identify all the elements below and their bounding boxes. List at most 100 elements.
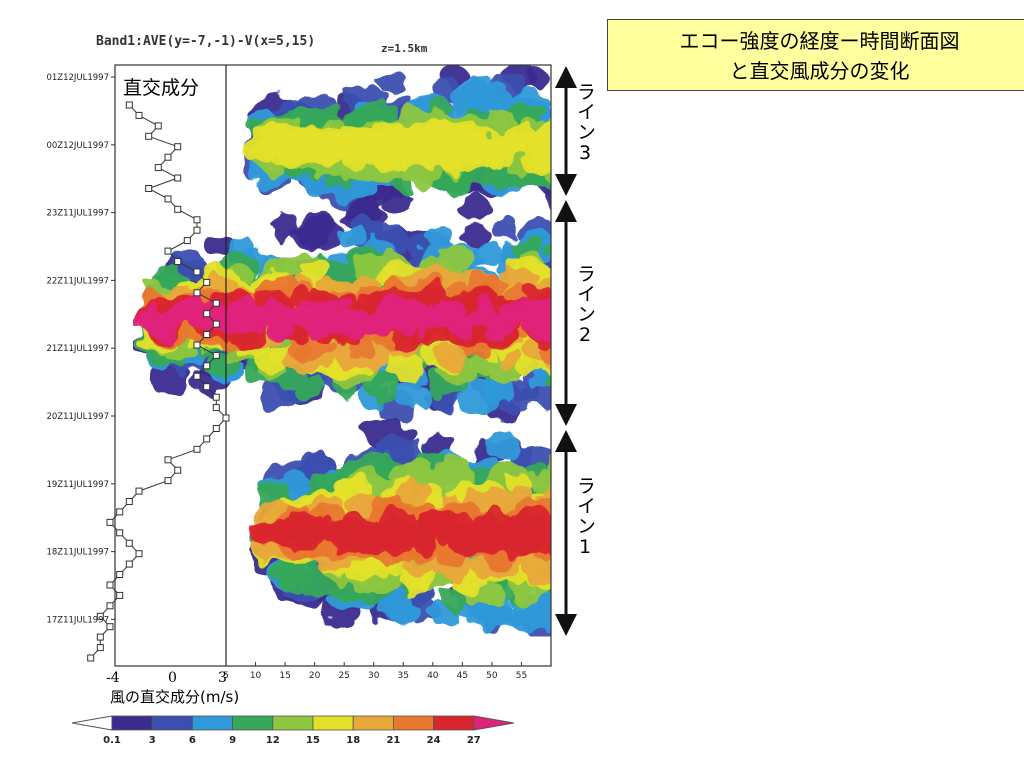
lon-tick-label: 55 — [516, 671, 527, 681]
lon-tick-label: 25 — [338, 671, 349, 681]
echo-cell-level-5 — [507, 121, 540, 146]
echo-cell-level-2 — [509, 606, 543, 632]
colorbar-tick-label: 9 — [229, 735, 236, 746]
echo-cell-level-3 — [449, 176, 474, 195]
echo-cell-level-8 — [548, 542, 551, 552]
wind-profile-point — [193, 445, 201, 453]
echo-cell-level-8 — [266, 518, 293, 539]
echo-cell-level-5 — [337, 138, 369, 163]
echo-cell-level-5 — [383, 131, 415, 155]
wind-profile-point — [106, 518, 114, 526]
wind-profile-point — [164, 153, 172, 161]
line-3-arrow-head-bottom — [555, 174, 577, 196]
echo-cell-level-0 — [301, 212, 338, 241]
wind-profile-point — [222, 414, 230, 422]
echo-cell-level-9 — [374, 309, 388, 320]
colorbar-swatch — [111, 715, 153, 731]
echo-cell-level-9 — [448, 303, 465, 316]
echo-cell-level-8 — [334, 516, 351, 529]
echo-cell-level-8 — [417, 513, 434, 526]
time-tick-label: 23Z11JUL1997 — [46, 209, 109, 219]
colorbar-tick-label: 21 — [386, 735, 400, 746]
echo-cell-level-6 — [547, 348, 551, 365]
wind-profile-point — [106, 581, 114, 589]
lon-tick-label: 20 — [309, 671, 321, 681]
echo-cell-level-0 — [560, 242, 589, 265]
wind-profile-point — [183, 237, 191, 245]
line-label-1-num: 1 — [574, 536, 596, 559]
time-tick-label: 21Z11JUL1997 — [46, 344, 109, 354]
wind-profile-point — [203, 278, 211, 286]
echo-cell-level-0 — [540, 184, 551, 214]
echo-cell-level-5 — [550, 314, 551, 319]
echo-cell-level-6 — [522, 558, 551, 585]
wind-profile-point — [203, 383, 211, 391]
echo-cell-level-5 — [412, 145, 442, 168]
line-arrows — [555, 66, 577, 636]
line-label-2-num: 2 — [574, 324, 596, 347]
line-label-2-text: ライン — [574, 264, 596, 324]
echo-cell-level-9 — [475, 308, 504, 331]
colorbar-tick-label: 6 — [189, 735, 196, 746]
wind-profile-point — [193, 226, 201, 234]
time-tick-label: 19Z11JUL1997 — [46, 480, 109, 490]
echo-cell-level-6 — [502, 352, 520, 366]
line-label-3: ライン3 — [570, 82, 596, 165]
echo-cell-level-9 — [455, 317, 469, 327]
wind-profile-point — [125, 498, 133, 505]
wind-profile-point — [174, 143, 182, 151]
echo-cell-level-5 — [258, 129, 285, 150]
wind-profile-point — [154, 122, 162, 130]
echo-heatmap — [133, 65, 607, 637]
wind-profile-point — [116, 591, 124, 599]
lon-tick-label: 50 — [486, 671, 498, 681]
colorbar-swatch — [312, 715, 354, 731]
wind-profile-point — [203, 310, 211, 318]
wind-profile-point — [174, 466, 182, 474]
time-tick-label: 18Z11JUL1997 — [46, 548, 109, 558]
lon-tick-label: 45 — [457, 671, 468, 681]
echo-cell-level-6 — [439, 344, 469, 367]
echo-cell-level-5 — [440, 122, 476, 150]
wind-profile-point — [145, 132, 153, 140]
colorbar-swatch — [232, 715, 274, 731]
wind-profile-point — [164, 247, 172, 255]
echo-cell-level-3 — [440, 591, 467, 612]
echo-cell-level-8 — [388, 524, 422, 550]
wind-profile-point — [193, 216, 201, 224]
echo-cell-level-4 — [559, 358, 592, 383]
echo-cell-level-4 — [567, 559, 607, 590]
lon-tick-label: 30 — [368, 671, 380, 681]
wind-profile — [87, 101, 230, 662]
wind-profile-point — [125, 101, 133, 109]
echo-cell-level-1 — [550, 574, 551, 581]
echo-cell-level-0 — [523, 65, 551, 87]
title-callout: エコー強度の経度ー時間断面図 と直交風成分の変化 — [607, 19, 1024, 91]
wind-profile-point — [174, 205, 182, 213]
echo-cell-level-0 — [459, 195, 492, 221]
wind-profile-point — [135, 487, 143, 495]
wind-axis-caption: 風の直交成分(m/s) — [110, 688, 240, 706]
wind-profile-point — [212, 425, 220, 432]
wind-profile-point — [135, 550, 143, 558]
echo-cell-level-8 — [453, 522, 484, 546]
line-1-arrow-head-bottom — [555, 614, 577, 636]
echo-cell-level-2 — [466, 603, 502, 631]
echo-cell-level-4 — [407, 458, 440, 483]
plot-title: Band1:AVE(y=-7,-1)-V(x=5,15) — [96, 34, 316, 49]
wind-profile-point — [174, 258, 182, 265]
echo-cell-level-8 — [462, 333, 477, 345]
callout-line-2: と直交風成分の変化 — [729, 59, 910, 83]
colorbar-tick-label: 0.1 — [103, 735, 121, 746]
echo-cell-level-3 — [546, 248, 551, 263]
wind-tick-neg4: -4 — [106, 670, 120, 686]
echo-cell-level-9 — [501, 310, 518, 323]
echo-cell-level-8 — [389, 327, 422, 352]
echo-cell-level-3 — [295, 376, 324, 398]
echo-cell-level-9 — [173, 303, 204, 327]
wind-profile-point — [96, 644, 104, 652]
wind-profile-point — [116, 529, 124, 537]
echo-cell-level-8 — [288, 515, 318, 538]
line-2-arrow-head-bottom — [555, 404, 577, 426]
